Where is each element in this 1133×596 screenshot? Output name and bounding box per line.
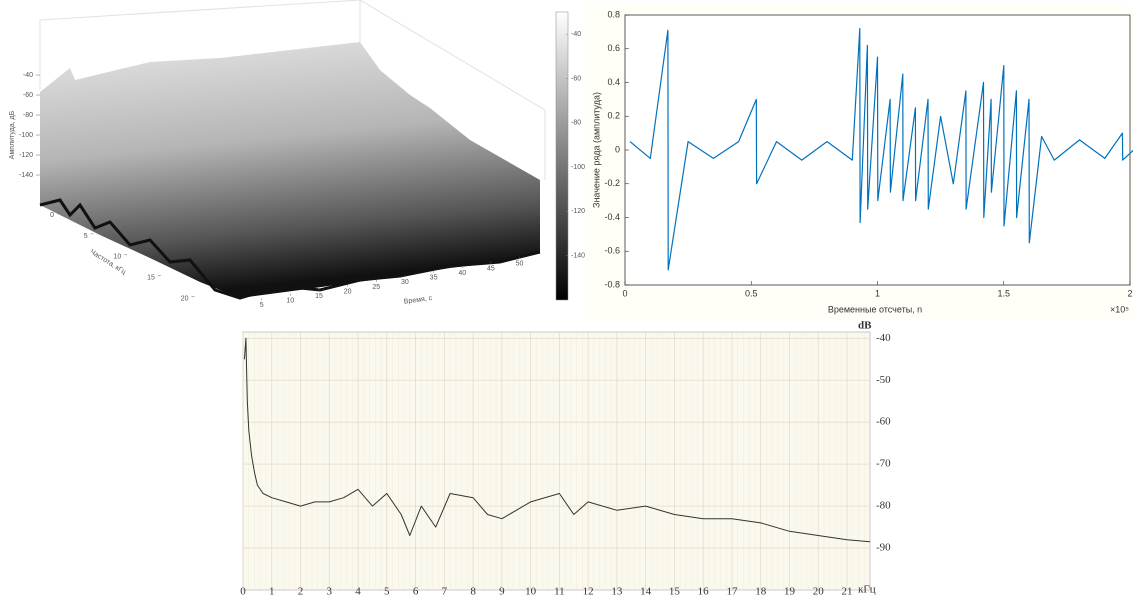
y-tick-label: 0.2 <box>607 111 620 121</box>
x-tick-label: 10 <box>525 586 537 596</box>
x-tick-label: 1 <box>269 586 275 596</box>
x-tick-label: 2 <box>1127 288 1132 298</box>
colorbar-tick-label: -100 <box>571 164 585 171</box>
y-tick-label: -0.8 <box>604 279 620 289</box>
y-tick-label: -80 <box>876 500 891 512</box>
x-multiplier: ×10⁵ <box>1110 304 1129 314</box>
surface-edge <box>39 198 541 300</box>
colorbar-tick-label: -120 <box>571 208 585 215</box>
x-tick-label: 17 <box>726 586 738 596</box>
z-tick-label: -40 <box>23 72 33 79</box>
x-tick-label: 0.5 <box>745 288 758 298</box>
colorbar-tick-label: -40 <box>571 31 581 38</box>
back-wall <box>39 0 361 90</box>
surface <box>40 42 540 298</box>
x-tick-label: 30 <box>401 279 409 286</box>
y-tick-label: 5 <box>84 233 88 240</box>
y-tick-label: 0.4 <box>607 77 620 87</box>
x-tick-label: 35 <box>430 275 438 282</box>
y-tick-label: -0.4 <box>604 212 620 222</box>
x-tick-label: 1.5 <box>997 288 1010 298</box>
y-tick-label: -50 <box>876 374 891 386</box>
x-tick-label: 0 <box>622 288 627 298</box>
x-tick-label: 45 <box>487 265 495 272</box>
y-tick-label: 0 <box>50 212 54 219</box>
y-tick-label: -0.6 <box>604 246 620 256</box>
x-tick-label: 9 <box>499 586 505 596</box>
y-tick-label: -90 <box>876 542 891 554</box>
y-axis-label: Частота, кГц <box>89 249 127 277</box>
x-unit-label: кГц <box>858 584 876 596</box>
x-tick-label: 13 <box>611 586 623 596</box>
x-tick-label: 5 <box>260 302 264 309</box>
x-tick-label: 12 <box>583 586 594 596</box>
colorbar-tick-label: -80 <box>571 120 581 127</box>
x-tick-label: 21 <box>841 586 852 596</box>
x-tick-label: 50 <box>516 261 524 268</box>
side-wall <box>359 0 546 180</box>
x-tick-label: 19 <box>784 586 796 596</box>
y-tick-label: 0 <box>615 144 620 154</box>
z-tick-label: -120 <box>19 152 33 159</box>
x-tick-label: 20 <box>344 288 352 295</box>
y-tick-label: 0.8 <box>607 9 620 19</box>
x-tick-label: 4 <box>355 586 361 596</box>
x-tick-label: 7 <box>442 586 448 596</box>
colorbar-tick-label: -60 <box>571 75 581 82</box>
x-axis-label: Временные отсчеты, n <box>828 304 922 314</box>
x-tick-label: 25 <box>372 284 380 291</box>
y-tick-label: 15 <box>147 275 155 282</box>
z-tick-label: -140 <box>19 172 33 179</box>
y-tick-label: 10 <box>113 254 121 261</box>
data-line <box>243 337 871 543</box>
x-tick-label: 8 <box>470 586 476 596</box>
y-tick-label: 20 <box>181 295 189 302</box>
colorbar <box>555 11 569 301</box>
x-tick-label: 15 <box>315 293 323 300</box>
x-tick-label: 3 <box>327 586 333 596</box>
z-tick-label: -100 <box>19 132 33 139</box>
y-tick-label: 0.6 <box>607 43 620 53</box>
x-tick-label: 5 <box>384 586 390 596</box>
x-tick-label: 20 <box>813 586 825 596</box>
spectrum-chart: dB кГц 0 1 2 3 4 5 6 7 8 9 10 11 12 13 14 15 16 17 18 19 20 2… <box>240 320 891 596</box>
x-tick-label: 40 <box>458 270 466 277</box>
waveform-chart: Временные отсчеты, n Значение ряда (ампл… <box>585 5 1133 318</box>
z-tick-label: -60 <box>23 92 33 99</box>
x-tick-label: 16 <box>698 586 710 596</box>
z-axis-label: Амплитуда, дБ <box>9 110 16 159</box>
plot-area <box>242 331 871 591</box>
x-tick-label: 15 <box>669 586 681 596</box>
x-tick-label: 10 <box>286 298 294 305</box>
x-tick-label: 18 <box>755 586 767 596</box>
y-tick-label: -40 <box>876 332 891 344</box>
x-tick-label: 2 <box>298 586 304 596</box>
x-tick-label: 0 <box>240 586 246 596</box>
colorbar-tick-label: -140 <box>571 253 585 260</box>
y-axis-label: Значение ряда (амплитуда) <box>591 92 601 208</box>
surface-chart: Амплитуда, дБ Частота, кГц Время, с 5 10 1… <box>9 0 585 309</box>
x-axis-label: Время, с <box>403 295 433 306</box>
z-tick-label: -80 <box>23 112 33 119</box>
data-line <box>629 27 1133 271</box>
y-tick-label: -0.2 <box>604 178 620 188</box>
y-unit-label: dB <box>858 320 872 332</box>
x-tick-label: 11 <box>554 586 565 596</box>
y-tick-label: -70 <box>876 458 891 470</box>
y-tick-label: -60 <box>876 416 891 428</box>
x-tick-label: 1 <box>875 288 880 298</box>
x-tick-label: 6 <box>413 586 419 596</box>
x-tick-label: 14 <box>640 586 652 596</box>
